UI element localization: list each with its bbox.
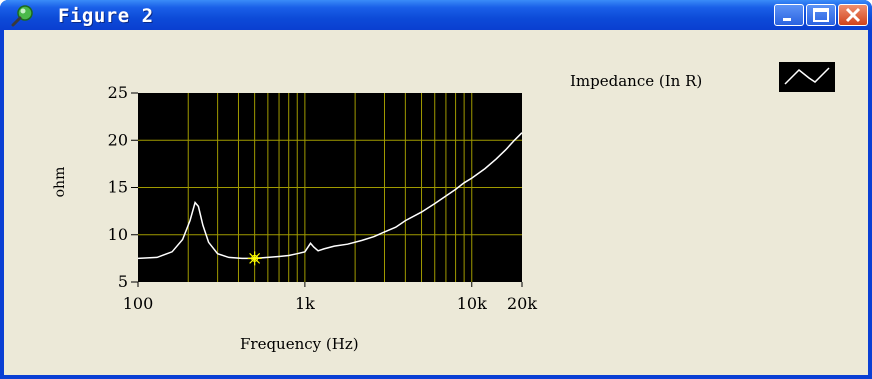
close-button[interactable] bbox=[838, 4, 868, 26]
title-bar[interactable]: Figure 2 bbox=[0, 0, 872, 30]
y-tick-label: 15 bbox=[108, 178, 128, 197]
maximize-button[interactable] bbox=[806, 4, 836, 26]
y-axis-label: ohm bbox=[52, 166, 68, 198]
x-tick-label: 10k bbox=[457, 294, 487, 313]
series-layer bbox=[137, 132, 523, 260]
y-tick-label: 5 bbox=[118, 272, 128, 291]
legend-line-icon bbox=[784, 67, 830, 85]
minimize-icon bbox=[783, 18, 791, 21]
cursor-stroke bbox=[249, 252, 261, 264]
x-axis: 100 1k 10k 20k bbox=[123, 282, 537, 313]
y-tick-label: 20 bbox=[108, 130, 128, 149]
minimize-button[interactable] bbox=[774, 4, 804, 26]
cursor-marker[interactable] bbox=[247, 251, 262, 266]
y-tick-label: 25 bbox=[108, 83, 128, 102]
x-tick-label: 20k bbox=[507, 294, 537, 313]
x-tick-label: 100 bbox=[123, 294, 154, 313]
cursor-layer[interactable] bbox=[247, 251, 262, 266]
impedance-series-line bbox=[137, 132, 523, 260]
window-title: Figure 2 bbox=[58, 5, 154, 27]
maximize-icon bbox=[813, 8, 829, 22]
legend-swatch[interactable] bbox=[779, 62, 835, 92]
app-icon[interactable] bbox=[10, 4, 36, 28]
y-tick-label: 10 bbox=[108, 225, 128, 244]
legend-label: Impedance (In R) bbox=[570, 72, 703, 90]
y-axis: 5 10 15 20 25 bbox=[108, 83, 138, 291]
x-axis-label: Frequency (Hz) bbox=[240, 335, 359, 353]
close-icon bbox=[845, 7, 861, 23]
cursor-ring bbox=[251, 254, 259, 262]
x-tick-label: 1k bbox=[295, 294, 315, 313]
grid-layer bbox=[138, 93, 522, 282]
